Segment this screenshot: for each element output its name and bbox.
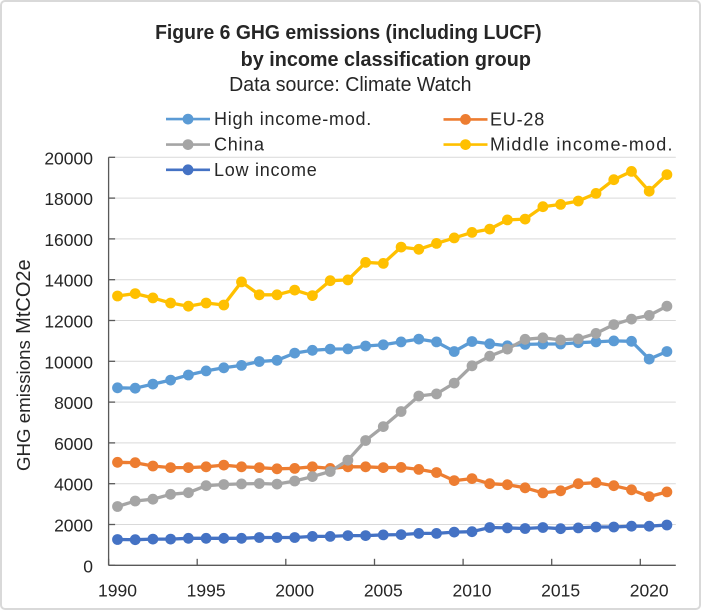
svg-text:18000: 18000 (44, 189, 93, 209)
svg-text:Data source: Climate Watch: Data source: Climate Watch (229, 74, 471, 97)
svg-text:2005: 2005 (364, 581, 403, 601)
svg-text:High income-mod.: High income-mod. (214, 109, 372, 129)
svg-text:2000: 2000 (275, 581, 314, 601)
svg-text:Figure 6 GHG emissions (includ: Figure 6 GHG emissions (including LUCF) (155, 21, 541, 44)
svg-text:EU-28: EU-28 (490, 109, 545, 129)
svg-text:2010: 2010 (453, 581, 492, 601)
svg-text:2020: 2020 (630, 581, 669, 601)
svg-text:0: 0 (83, 556, 93, 576)
svg-text:2000: 2000 (54, 516, 93, 536)
svg-text:China: China (214, 135, 265, 155)
svg-text:2015: 2015 (541, 581, 580, 601)
svg-text:8000: 8000 (54, 393, 93, 413)
svg-text:GHG emissions: GHG emissions (13, 340, 34, 471)
svg-text:4000: 4000 (54, 475, 93, 495)
svg-text:Low income: Low income (214, 160, 318, 180)
svg-text:20000: 20000 (44, 148, 93, 168)
svg-text:10000: 10000 (44, 352, 93, 372)
svg-text:1995: 1995 (187, 581, 226, 601)
svg-text:16000: 16000 (44, 230, 93, 250)
svg-text:MtCO2e: MtCO2e (13, 259, 35, 333)
svg-text:by income classification group: by income classification group (241, 49, 531, 71)
svg-text:12000: 12000 (44, 312, 93, 332)
svg-text:1990: 1990 (98, 581, 137, 601)
svg-text:6000: 6000 (54, 434, 93, 454)
svg-text:14000: 14000 (44, 271, 93, 291)
svg-text:Middle income-mod.: Middle income-mod. (490, 135, 674, 155)
